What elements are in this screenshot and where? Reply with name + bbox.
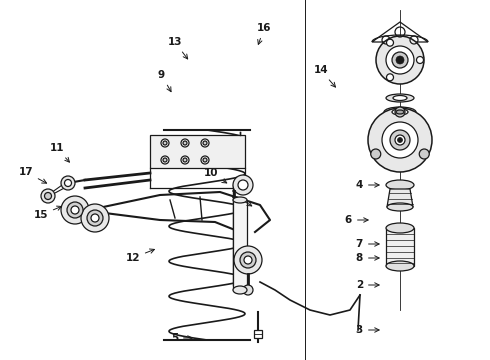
Ellipse shape [384, 107, 416, 117]
Circle shape [387, 74, 393, 81]
Text: 16: 16 [257, 23, 271, 44]
Circle shape [233, 175, 253, 195]
Text: 10: 10 [203, 168, 227, 183]
Ellipse shape [386, 180, 414, 190]
Text: 7: 7 [356, 239, 379, 249]
Circle shape [61, 176, 75, 190]
Text: 17: 17 [19, 167, 47, 183]
Ellipse shape [233, 286, 247, 294]
Circle shape [234, 246, 262, 274]
Circle shape [183, 158, 187, 162]
Bar [386, 228, 414, 266]
Circle shape [41, 189, 55, 203]
Text: 12: 12 [125, 249, 154, 263]
Bar [150, 135, 245, 168]
Circle shape [371, 149, 381, 159]
Circle shape [243, 285, 253, 295]
Ellipse shape [396, 110, 404, 114]
Ellipse shape [386, 223, 414, 233]
Polygon shape [387, 189, 413, 207]
Text: 6: 6 [345, 215, 368, 225]
Circle shape [81, 204, 109, 232]
Circle shape [65, 180, 72, 186]
Circle shape [244, 256, 252, 264]
Ellipse shape [386, 261, 414, 271]
Circle shape [240, 252, 256, 268]
Circle shape [392, 52, 408, 68]
Bar [254, 330, 262, 338]
Circle shape [390, 130, 410, 150]
Circle shape [181, 139, 189, 147]
Circle shape [181, 156, 189, 164]
Circle shape [71, 206, 79, 214]
Circle shape [201, 156, 209, 164]
Text: 15: 15 [33, 206, 61, 220]
Circle shape [91, 214, 99, 222]
Circle shape [238, 180, 248, 190]
Circle shape [163, 158, 167, 162]
Circle shape [416, 57, 423, 63]
Circle shape [45, 193, 51, 199]
Text: 5: 5 [171, 333, 192, 343]
Circle shape [376, 36, 424, 84]
Circle shape [387, 39, 393, 46]
Text: 1: 1 [231, 190, 252, 206]
Text: 8: 8 [356, 253, 379, 263]
Circle shape [395, 135, 405, 145]
Circle shape [397, 138, 402, 143]
Ellipse shape [387, 203, 413, 211]
Circle shape [87, 210, 103, 226]
Ellipse shape [233, 197, 247, 203]
Circle shape [201, 139, 209, 147]
Circle shape [395, 107, 405, 117]
Circle shape [203, 158, 207, 162]
Ellipse shape [392, 109, 408, 115]
Circle shape [396, 56, 404, 64]
Circle shape [61, 196, 89, 224]
Circle shape [419, 149, 429, 159]
Text: 9: 9 [158, 70, 171, 92]
Circle shape [368, 108, 432, 172]
Circle shape [203, 141, 207, 145]
Circle shape [161, 156, 169, 164]
Text: 13: 13 [168, 37, 188, 59]
Ellipse shape [393, 95, 407, 100]
Text: 11: 11 [49, 143, 70, 162]
Circle shape [183, 141, 187, 145]
Text: 3: 3 [356, 325, 379, 335]
Circle shape [386, 46, 414, 74]
Circle shape [163, 141, 167, 145]
Circle shape [382, 122, 418, 158]
Text: 14: 14 [314, 65, 336, 87]
Ellipse shape [386, 94, 414, 102]
Bar [233, 200, 247, 290]
Text: 4: 4 [356, 180, 379, 190]
Circle shape [161, 139, 169, 147]
Circle shape [67, 202, 83, 218]
Text: 2: 2 [356, 280, 379, 290]
